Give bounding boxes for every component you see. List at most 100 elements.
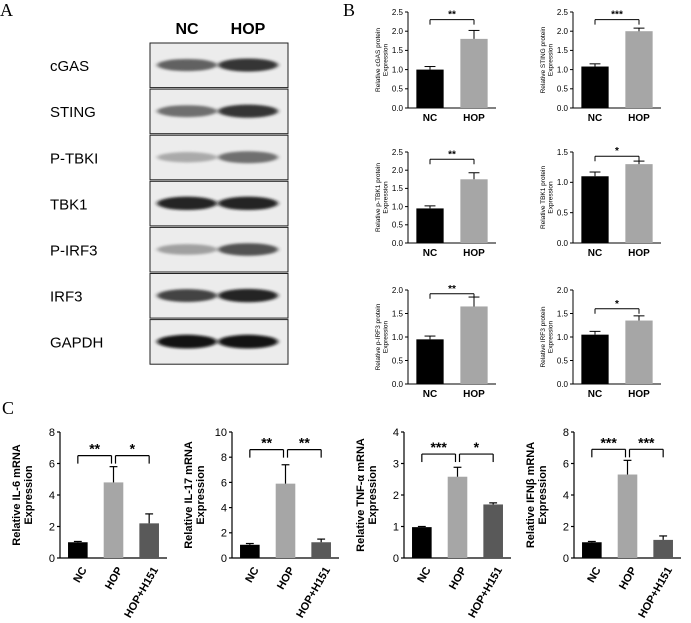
x-tick-label: NC [588,248,602,259]
y-tick-label: 4 [49,490,55,502]
significance-label: ** [448,10,456,21]
y-tick-label: 0.0 [557,239,569,248]
y-axis-label: Relative TNF-α mRNAExpression [355,438,379,552]
blot-row-label: IRF3 [50,289,83,306]
y-tick-label: 4 [393,427,399,439]
y-tick-label: 0 [393,553,399,565]
bar [460,38,488,108]
significance-label: * [474,439,480,455]
blot-row-label: TBK1 [50,196,88,213]
bar [416,339,444,384]
y-tick-label: 0.0 [392,239,404,248]
y-tick-label: 0.0 [392,380,404,389]
bar [581,176,609,243]
significance-label: ** [448,149,456,160]
bar [416,208,444,243]
x-tick-label: HOP [275,565,297,592]
bar [275,483,296,558]
x-tick-label: HOP [463,113,485,124]
bar [240,544,260,558]
y-axis-label: Relative TBK1 proteinExpression [540,166,555,229]
western-blot: NC HOP cGAS STING P-TBKI TBK1 P-IRF3 IRF3 GAPDH [50,21,289,365]
y-axis-label: Relative IL-6 mRNAExpression [11,444,35,546]
y-tick-label: 0.5 [392,85,404,94]
y-tick-label: 0.5 [557,85,569,94]
x-tick-label: HOP [103,565,125,592]
blot-band [218,58,278,72]
bar [416,69,444,108]
y-axis-label: Relative IRF3 proteinExpression [540,306,555,367]
bar [412,527,432,558]
y-tick-label: 6 [563,458,569,470]
chart-tnfa: 0 1 2 3 4 Relative TNF-α mRNAExpression NC HOPH… [355,427,511,620]
bar [625,31,653,109]
y-tick-label: 1.5 [557,46,569,55]
significance-label: ** [261,435,272,451]
x-tick-label: HOP [628,113,650,124]
x-tick-label: HOP+H151 [636,565,675,620]
blot-row-label: STING [50,104,96,121]
blot-band [157,289,217,302]
y-tick-label: 4 [563,490,569,502]
blot-band [157,196,217,211]
panel-label-a: A [0,0,13,20]
y-axis-label: Relative STING proteinExpression [540,26,555,93]
x-tick-label: NC [243,565,261,585]
panel-label-c: C [2,398,15,418]
bar [617,474,638,558]
chart-cgas: 0.0 0.5 1.0 1.5 2.0 2.5 Relative cGAS proteinE… [375,8,496,124]
y-tick-label: 1.0 [392,202,404,211]
y-tick-label: 0 [221,553,227,565]
y-tick-label: 1.0 [557,178,569,187]
blot-band [157,152,217,163]
bar [625,320,653,384]
y-tick-label: 4 [221,502,227,514]
blot-band [157,334,217,349]
y-tick-label: 1.5 [557,309,569,318]
y-tick-label: 1.5 [557,148,569,157]
x-tick-label: HOP+H151 [122,565,161,620]
y-tick-label: 1.0 [557,333,569,342]
x-tick-label: HOP [463,248,485,259]
significance-label: * [130,441,136,457]
x-tick-label: HOP [628,389,650,400]
y-tick-label: 1.5 [392,46,404,55]
blot-band [218,104,278,118]
blot-band [157,105,217,118]
y-axis-label: Relative cGAS proteinExpression [375,28,390,92]
y-tick-label: 10 [215,427,227,439]
x-tick-label: HOP [447,565,469,592]
chart-ifnb: 0 2 4 6 8 Relative IFNβ mRNAExpression NC HOPHO… [525,427,681,620]
significance-label: ** [89,441,100,457]
y-tick-label: 0.0 [557,380,569,389]
y-tick-label: 1 [393,521,399,533]
blot-band [218,243,278,256]
y-tick-label: 2 [393,490,399,502]
x-tick-label: HOP [628,248,650,259]
x-tick-label: HOP+H151 [466,565,505,620]
significance-label: ** [299,435,310,451]
y-tick-label: 2.0 [557,286,569,295]
y-tick-label: 0.0 [557,104,569,113]
bar [460,306,488,384]
x-tick-label: HOP [617,565,639,592]
y-tick-label: 1.5 [392,184,404,193]
chart-irf3: 0.0 0.5 1.0 1.5 2.0 Relative IRF3 proteinExpr… [540,286,661,400]
blot-row-label: P-IRF3 [50,242,98,259]
significance-label: *** [600,434,617,450]
y-axis-label: Relative p-IRF3 proteinExpression [375,303,390,370]
y-tick-label: 8 [49,427,55,439]
y-tick-label: 0 [49,553,55,565]
blot-band [218,151,278,164]
bar [653,539,673,558]
y-tick-label: 6 [49,458,55,470]
bar [447,476,468,558]
x-tick-label: HOP [463,389,485,400]
x-tick-label: NC [423,113,437,124]
blot-band [218,288,278,303]
y-tick-label: 2.5 [557,8,569,17]
x-tick-label: NC [71,565,89,585]
bar [581,334,609,384]
